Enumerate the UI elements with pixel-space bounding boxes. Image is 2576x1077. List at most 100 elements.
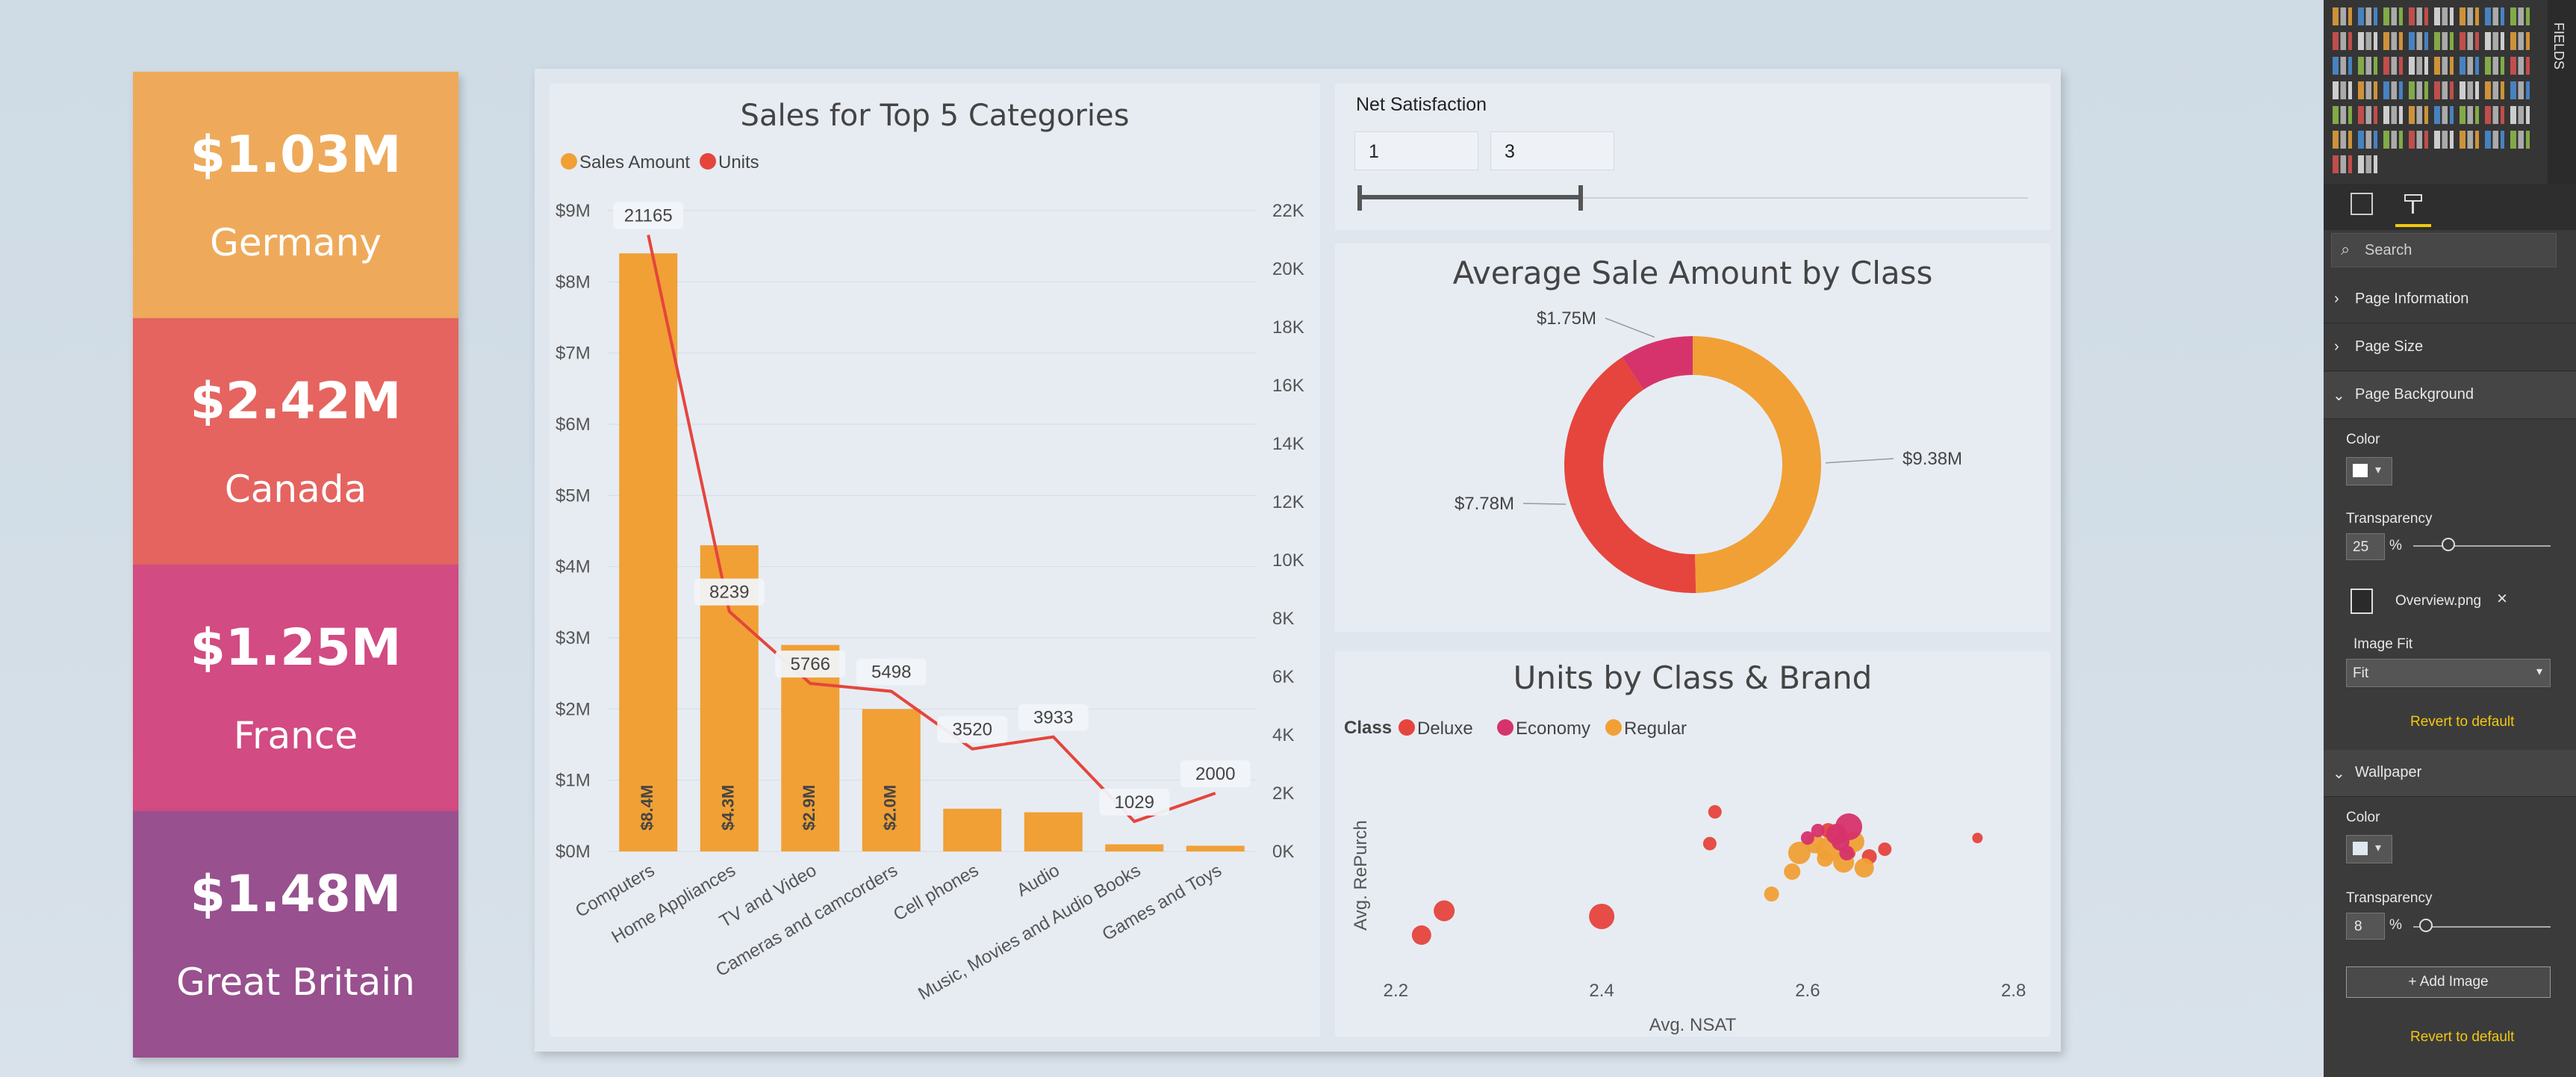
image-fit-dropdown[interactable]: Fit ▾ (2346, 659, 2551, 687)
fields-side-tab[interactable]: FIELDS (2548, 0, 2576, 184)
visual-type-icon[interactable] (2333, 7, 2352, 25)
visual-type-icon[interactable] (2409, 32, 2428, 50)
bar (1024, 812, 1083, 851)
visual-type-icon[interactable] (2460, 106, 2479, 124)
visual-type-icon[interactable] (2358, 7, 2377, 25)
visual-type-icon[interactable] (2333, 131, 2352, 149)
visual-type-icon[interactable] (2434, 131, 2454, 149)
visual-type-icon[interactable] (2434, 32, 2454, 50)
bar (781, 645, 840, 851)
slicer-handle-left[interactable] (1357, 185, 1362, 211)
scatter-point (1972, 833, 1983, 843)
visual-type-icon[interactable] (2409, 57, 2428, 75)
visual-type-icon[interactable] (2460, 32, 2479, 50)
visual-type-icon[interactable] (2358, 32, 2377, 50)
legend-units[interactable]: Units (718, 152, 759, 173)
visual-type-icon[interactable] (2485, 106, 2504, 124)
visual-type-icon[interactable] (2383, 106, 2403, 124)
visual-type-icon[interactable] (2358, 155, 2377, 173)
visual-type-icon[interactable] (2510, 32, 2530, 50)
kpi-card-canada[interactable]: $2.42M Canada (133, 318, 458, 565)
visual-type-icon[interactable] (2333, 81, 2352, 99)
fields-well-tab-icon[interactable] (2351, 193, 2373, 215)
kpi-card-germany[interactable]: $1.03M Germany (133, 72, 458, 318)
visual-type-icon[interactable] (2333, 57, 2352, 75)
visual-type-icon[interactable] (2434, 7, 2454, 25)
section-wallpaper[interactable]: ⌄ Wallpaper (2324, 750, 2576, 797)
section-page-size[interactable]: › Page Size (2324, 324, 2576, 371)
kpi-card-france[interactable]: $1.25M France (133, 565, 458, 811)
visual-type-icon[interactable] (2485, 131, 2504, 149)
visual-type-icon[interactable] (2409, 131, 2428, 149)
slicer-handle-right[interactable] (1578, 185, 1584, 211)
visual-type-icon[interactable] (2333, 155, 2352, 173)
bg-color-label: Color (2346, 432, 2380, 447)
units-data-label: 3520 (953, 720, 992, 740)
slicer-to-input[interactable]: 3 (1490, 131, 1614, 170)
section-page-information[interactable]: › Page Information (2324, 276, 2576, 323)
wp-transparency-input[interactable]: 8 (2346, 913, 2385, 940)
visual-type-icon[interactable] (2510, 131, 2530, 149)
visual-type-icon[interactable] (2383, 32, 2403, 50)
visual-type-icon[interactable] (2510, 57, 2530, 75)
visual-type-icon[interactable] (2358, 131, 2377, 149)
visual-type-icon[interactable] (2358, 57, 2377, 75)
visual-type-icon[interactable] (2485, 7, 2504, 25)
y-left-tick: $4M (556, 557, 591, 577)
visual-type-icon[interactable] (2409, 106, 2428, 124)
bg-slider-thumb[interactable] (2442, 538, 2455, 551)
format-paint-roller-icon[interactable] (2401, 193, 2425, 217)
visual-type-icon[interactable] (2510, 106, 2530, 124)
visual-type-icon[interactable] (2383, 81, 2403, 99)
visual-type-icon[interactable] (2434, 57, 2454, 75)
visual-type-icon[interactable] (2460, 131, 2479, 149)
visual-type-icon[interactable] (2485, 32, 2504, 50)
visual-type-icon[interactable] (2383, 131, 2403, 149)
visual-type-icon[interactable] (2358, 81, 2377, 99)
visual-type-icon[interactable] (2485, 57, 2504, 75)
section-page-background[interactable]: ⌄ Page Background (2324, 372, 2576, 419)
y-axis-title: Avg. RePurch (1351, 820, 1371, 931)
visual-type-icon[interactable] (2460, 7, 2479, 25)
scatter-point (1788, 842, 1811, 864)
visual-type-icon[interactable] (2510, 81, 2530, 99)
kpi-label: Canada (224, 468, 367, 511)
visual-type-icon[interactable] (2383, 57, 2403, 75)
kpi-card-great-britain[interactable]: $1.48M Great Britain (133, 811, 458, 1058)
y-left-tick: $7M (556, 344, 591, 364)
format-search-input[interactable]: ⌕ Search (2331, 233, 2557, 267)
add-image-button[interactable]: + Add Image (2346, 966, 2551, 998)
wp-transparency-slider[interactable] (2413, 926, 2551, 928)
y-left-tick: $5M (556, 485, 591, 506)
revert-to-default-link[interactable]: Revert to default (2410, 714, 2515, 730)
revert-to-default-link[interactable]: Revert to default (2410, 1029, 2515, 1045)
wp-slider-thumb[interactable] (2419, 919, 2433, 932)
visual-type-icon[interactable] (2510, 7, 2530, 25)
visual-type-icon[interactable] (2333, 106, 2352, 124)
visual-type-icon[interactable] (2358, 106, 2377, 124)
sales-chart-panel[interactable]: Sales for Top 5 Categories Sales Amount … (550, 84, 1320, 1037)
avg-sale-donut-panel[interactable]: Average Sale Amount by Class $9.38M $7.78… (1335, 243, 2050, 632)
visual-type-icon[interactable] (2434, 106, 2454, 124)
visual-type-icon[interactable] (2485, 81, 2504, 99)
y-right-tick: 18K (1272, 317, 1304, 338)
visual-type-icon[interactable] (2383, 7, 2403, 25)
units-scatter-panel[interactable]: Units by Class & Brand Class Deluxe Econo… (1335, 651, 2050, 1037)
y-right-tick: 20K (1272, 259, 1304, 279)
visual-type-icon[interactable] (2333, 32, 2352, 50)
visual-type-icon[interactable] (2409, 81, 2428, 99)
slicer-track[interactable] (1360, 197, 2028, 199)
slicer-from-input[interactable]: 1 (1354, 131, 1478, 170)
visual-type-icon[interactable] (2460, 81, 2479, 99)
bg-transparency-slider[interactable] (2413, 545, 2551, 547)
visual-type-icon[interactable] (2460, 57, 2479, 75)
kpi-label: France (233, 714, 358, 757)
remove-image-close-icon[interactable]: × (2497, 589, 2508, 609)
net-satisfaction-slicer[interactable]: Net Satisfaction 1 3 (1335, 84, 2050, 230)
legend-sales-amount[interactable]: Sales Amount (579, 152, 690, 173)
visual-type-icon[interactable] (2409, 7, 2428, 25)
visual-type-icon[interactable] (2434, 81, 2454, 99)
bg-transparency-input[interactable]: 25 (2346, 533, 2385, 560)
bg-color-picker[interactable]: ▾ (2346, 457, 2392, 485)
wp-color-picker[interactable]: ▾ (2346, 835, 2392, 863)
